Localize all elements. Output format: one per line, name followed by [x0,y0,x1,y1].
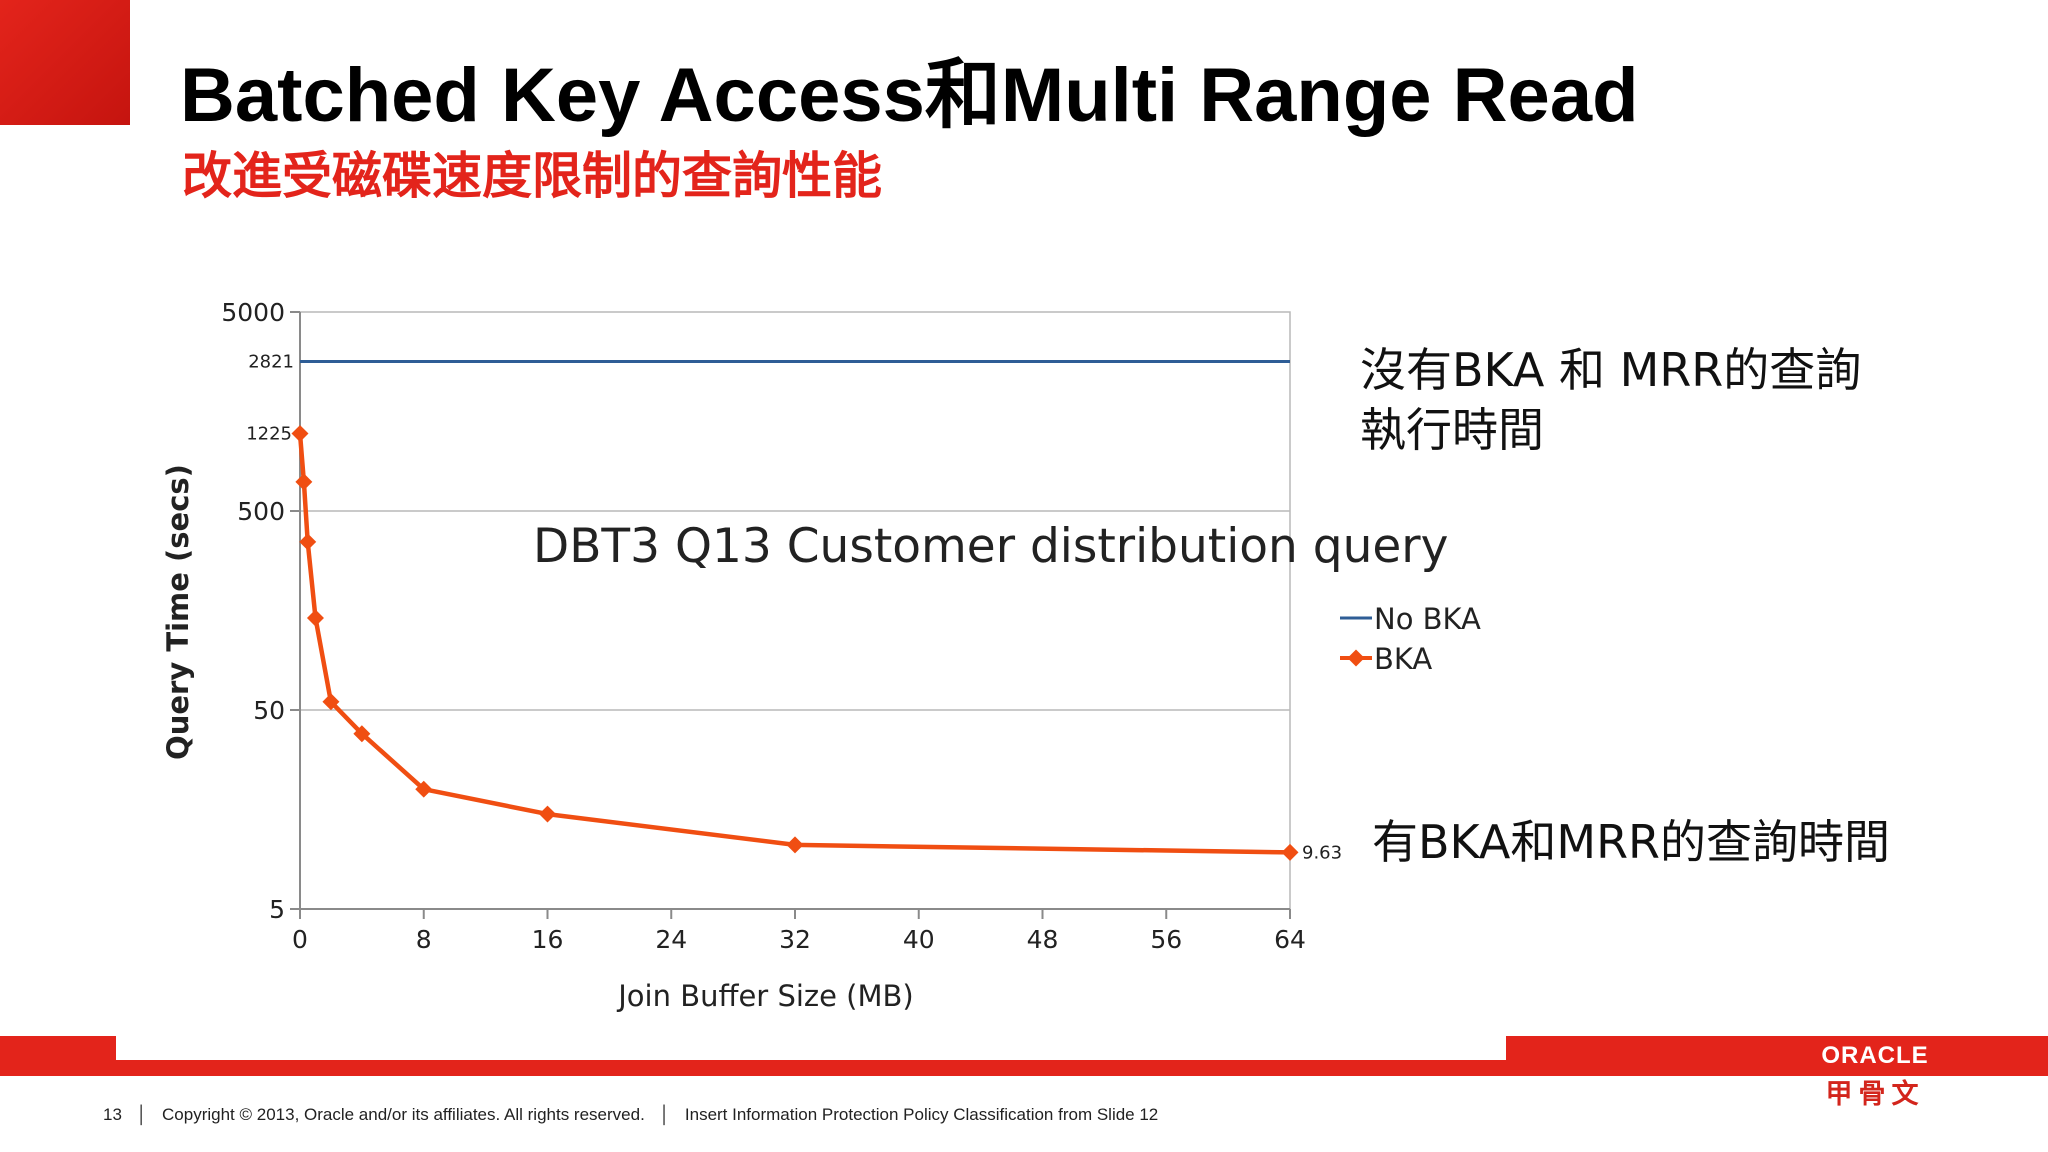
oracle-chinese-logo: 甲骨文 [1825,1079,1925,1110]
x-tick-label: 24 [655,925,687,954]
x-axis-ticks: 0 8 16 24 32 40 48 56 64 [292,909,1306,954]
data-label-bka-last: 9.63 [1302,842,1342,863]
series-line-bka [297,433,1291,855]
x-tick-label: 16 [532,925,564,954]
data-label-bka-first: 1225 [246,424,292,445]
data-point-bka [353,725,371,743]
x-tick-label: 48 [1027,925,1059,954]
footer-divider: │ [136,1105,148,1124]
chart-axes [299,312,1290,910]
footer-bar-notch [116,1036,1506,1060]
data-labels: 2821 1225 9.63 [246,351,1342,863]
footer-divider: │ [659,1105,671,1124]
legend-item-no-bka: No BKA [1340,602,1481,636]
legend-label-no-bka: No BKA [1374,602,1481,636]
legend-label-bka: BKA [1374,642,1432,676]
oracle-brand: ORACLE 甲骨文 [1790,1038,1960,1112]
x-tick-label: 8 [416,925,432,954]
footer: 13 │ Copyright © 2013, Oracle and/or its… [103,1103,1158,1127]
data-point-bka [306,609,324,627]
plot-area [299,311,1291,910]
slide-subtitle: 改進受磁碟速度限制的查詢性能 [182,147,882,205]
no-bka-annotation: 沒有BKA 和 MRR的查詢 執行時間 [1360,340,1861,460]
corner-accent-block [0,0,130,125]
data-point-bka [295,473,313,491]
data-point-bka [786,836,804,854]
data-point-bka [539,805,556,823]
x-tick-label: 40 [903,925,935,954]
data-point-bka [415,780,433,798]
x-tick-label: 56 [1150,925,1182,954]
y-axis-label: Query Time (secs) [161,464,195,760]
y-gridlines [300,510,1290,711]
y-tick-label: 5000 [221,298,285,327]
y-axis-ticks: 5 50 500 5000 [221,298,300,924]
oracle-logo: ORACLE [1821,1042,1929,1069]
data-label-no-bka: 2821 [248,351,294,372]
classification-text: Insert Information Protection Policy Cla… [684,1105,1159,1124]
x-axis-label: Join Buffer Size (MB) [616,979,913,1013]
page-number: 13 [103,1105,122,1124]
bka-annotation: 有BKA和MRR的查詢時間 [1372,815,1890,869]
copyright-text: Copyright © 2013, Oracle and/or its affi… [162,1105,645,1124]
slide-title: Batched Key Access和Multi Range Read [180,53,1639,138]
data-point-bka [1281,843,1299,861]
y-tick-label: 5 [269,895,285,924]
y-tick-label: 500 [237,497,285,526]
no-bka-annotation-line1: 沒有BKA 和 MRR的查詢 [1360,343,1862,397]
data-point-bka [322,693,340,711]
legend-item-bka: BKA [1340,642,1432,676]
no-bka-annotation-line2: 執行時間 [1360,403,1544,457]
series-markers [291,425,1299,861]
legend: No BKA BKA [1340,602,1481,676]
series-lines [297,360,1291,855]
chart-title: DBT3 Q13 Customer distribution query [533,519,1448,574]
x-tick-label: 32 [779,925,811,954]
y-tick-label: 50 [253,696,285,725]
legend-marker-bka [1347,649,1365,667]
x-tick-label: 0 [292,925,308,954]
data-point-bka [291,425,309,443]
x-tick-label: 64 [1274,925,1306,954]
data-point-bka [299,533,317,551]
